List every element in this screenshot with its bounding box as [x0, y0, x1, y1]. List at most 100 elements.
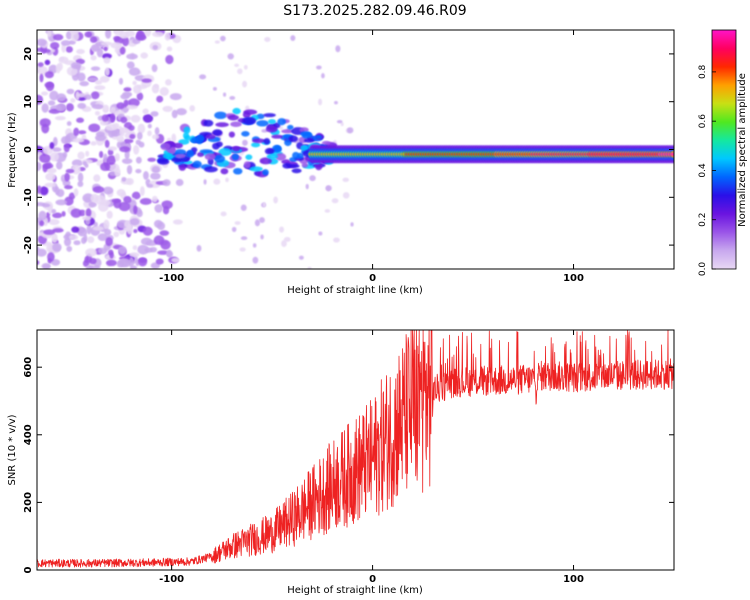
spectrogram-cell [126, 61, 135, 69]
spectrogram-cell [160, 142, 171, 151]
spectrogram-cell [71, 226, 80, 233]
spectrogram-cell [37, 47, 45, 52]
spectrogram-cell [39, 220, 45, 227]
spectrogram-cell [153, 219, 163, 228]
spectrogram-cell [90, 91, 100, 100]
spectrogram-cell [101, 114, 109, 122]
spectrogram-cell [321, 140, 331, 145]
spectrogram-cell [100, 41, 113, 46]
spectrogram-cell [66, 121, 72, 126]
spectrogram-cell [265, 125, 278, 133]
spectrogram-cell [97, 247, 108, 255]
spectrogram-cell [104, 67, 110, 76]
spectrogram-cell [118, 246, 127, 254]
spectrogram-cell [232, 107, 241, 115]
spectrogram-cell [130, 114, 141, 123]
spectrogram-cell [37, 38, 47, 47]
spectrogram-x-tick-label: 0 [369, 273, 376, 284]
spectrogram-cell [262, 169, 269, 176]
spectrogram-cell [104, 228, 112, 236]
spectrogram-cell [242, 139, 248, 146]
spectrogram-cell [132, 80, 137, 86]
colorbar-tick-label: 0.8 [698, 64, 708, 79]
spectrogram-cell [204, 153, 216, 161]
spectrogram-cell [110, 131, 118, 137]
spectrogram-cell [94, 110, 101, 116]
spectrogram-cell [85, 248, 97, 257]
spectrogram-cell [77, 72, 86, 82]
spectrogram-cell [94, 85, 106, 91]
spectrogram-cell [84, 31, 93, 38]
spectrogram-cell [65, 103, 74, 112]
spectrogram-cell [49, 41, 60, 50]
spectrogram-cell [157, 250, 169, 255]
spectrogram-cell [186, 149, 194, 158]
spectrogram-cell [135, 156, 142, 164]
spectrogram-cell [64, 172, 70, 182]
colorbar-gradient [712, 30, 736, 269]
spectrogram-cell [53, 136, 58, 147]
spectrogram-cell [119, 31, 130, 39]
spectrogram-cell [48, 218, 60, 226]
spectrogram-cell [162, 105, 173, 112]
snr-frame [36, 329, 675, 571]
spectrogram-cell [346, 127, 354, 134]
spectrogram-cell [223, 92, 227, 97]
spectrogram-cell [70, 62, 82, 70]
spectrogram-cell [137, 123, 146, 134]
spectrogram-cell [254, 219, 261, 227]
colorbar-frame [711, 29, 737, 270]
spectrogram-y-axis-label: Frequency (Hz) [7, 112, 18, 188]
spectrogram-cell [251, 142, 261, 148]
spectrogram-cell [166, 137, 172, 143]
spectrogram-cell [318, 231, 323, 236]
spectrogram-cell [105, 123, 118, 131]
spectrogram-cell [56, 93, 67, 102]
spectrogram-cell [99, 75, 110, 83]
spectrogram-cell [70, 31, 80, 42]
spectrogram-cell [102, 104, 110, 114]
spectrogram-cell [264, 147, 275, 155]
snr-y-tick-label: 600 [23, 357, 34, 378]
spectrogram-cell [72, 138, 85, 143]
spectrogram-cell [670, 152, 674, 156]
spectrogram-cell [234, 221, 241, 225]
spectrogram-cell [178, 164, 186, 171]
spectrogram-cell [166, 46, 173, 52]
spectrogram-cell [184, 135, 191, 141]
spectrogram-cell [122, 36, 130, 47]
spectrogram-cell [73, 188, 79, 197]
spectrogram-cell [262, 202, 266, 208]
spectrogram-cell [192, 160, 202, 168]
spectrogram-cell [64, 185, 73, 190]
spectrogram-cell [242, 111, 251, 119]
spectrogram-cell [39, 153, 51, 164]
spectrogram-cell [88, 265, 101, 269]
spectrogram-cell [97, 233, 108, 242]
spectrogram-cell [245, 154, 253, 160]
spectrogram-cell [133, 205, 138, 215]
spectrogram-cell [129, 218, 140, 226]
spectrogram-cell [138, 257, 148, 264]
spectrogram-cell [51, 147, 62, 152]
spectrogram-cell [156, 95, 164, 103]
spectrogram-cell [118, 201, 131, 212]
spectrogram-cell [49, 142, 55, 150]
spectrogram-cell [119, 46, 126, 55]
spectrogram-cell [166, 250, 174, 258]
spectrogram-x-ticks: -100 0 100 [159, 30, 584, 284]
spectrogram-cell [132, 245, 138, 251]
spectrogram-cell [300, 144, 309, 152]
spectrogram-cell [214, 111, 227, 120]
spectrogram-cell [279, 226, 285, 233]
spectrogram-cell [96, 47, 104, 58]
spectrogram-cell [287, 164, 300, 169]
spectrogram-cell [87, 77, 99, 82]
spectrogram-cell [215, 122, 229, 128]
spectrogram-cell [153, 83, 159, 89]
spectrogram-cell [47, 252, 55, 262]
spectrogram-cell [105, 237, 113, 247]
spectrogram-cell [214, 40, 220, 44]
spectrogram-cell [51, 208, 57, 214]
